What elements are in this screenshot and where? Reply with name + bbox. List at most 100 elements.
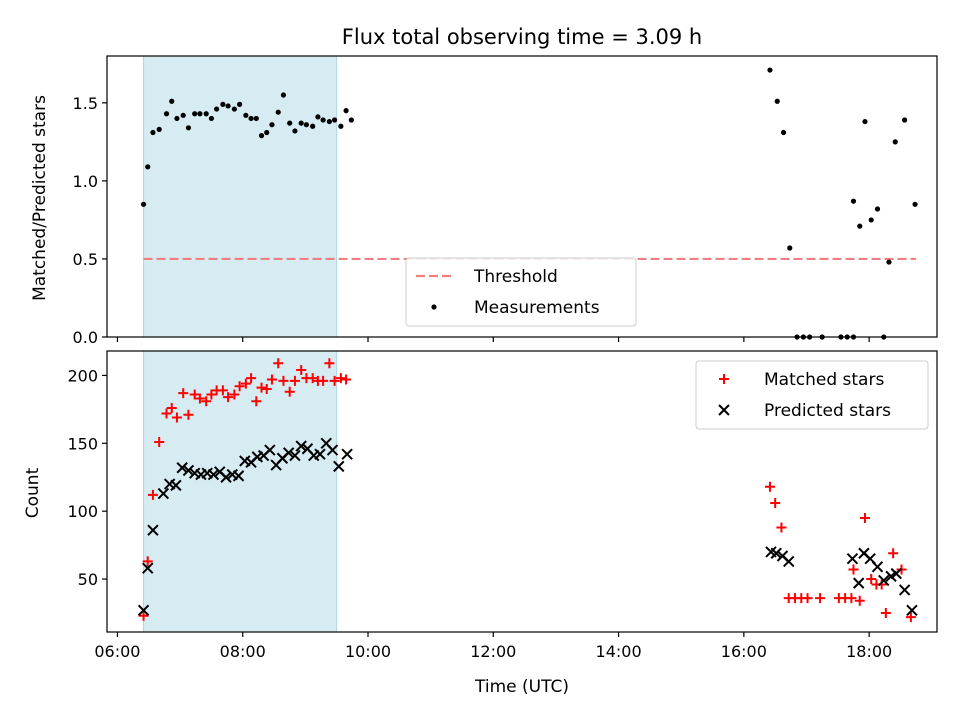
- measurement-point: [220, 101, 226, 107]
- matched-star-point: [318, 375, 329, 386]
- measurement-point: [780, 129, 787, 136]
- matched-star-point: [261, 384, 272, 395]
- measurement-point: [140, 201, 147, 207]
- measurement-point: [145, 164, 151, 170]
- y-tick-label: 0.5: [73, 250, 98, 269]
- matched-star-point: [183, 409, 194, 420]
- matched-star-point: [201, 396, 212, 407]
- measurement-point: [874, 206, 881, 212]
- measurement-point: [156, 126, 162, 132]
- predicted-star-point: [783, 555, 795, 568]
- predicted-star-point: [264, 444, 276, 456]
- measurement-point: [253, 115, 259, 122]
- matched-star-point: [859, 512, 870, 523]
- measurement-point: [225, 103, 231, 109]
- measurement-point: [231, 106, 237, 112]
- matched-star-point: [251, 396, 262, 407]
- predicted-star-point: [232, 470, 245, 482]
- measurement-point: [862, 118, 868, 125]
- measurement-point: [197, 111, 203, 117]
- predicted-star-point: [176, 462, 188, 474]
- legend-entry-label: Matched stars: [764, 370, 884, 390]
- matched-star-point: [206, 389, 217, 400]
- matched-star-point: [764, 481, 775, 492]
- y-tick-label: 200: [67, 366, 98, 385]
- x-tick-label: 16:00: [721, 642, 767, 661]
- measurement-point: [850, 198, 857, 204]
- measurement-point: [303, 122, 310, 128]
- top-panel: Matched/Predicted stars 0.0 0.5 1.0 1.5 Thre…: [30, 55, 938, 347]
- matched-star-point: [888, 548, 899, 559]
- legend-entry-label: Predicted stars: [764, 401, 891, 421]
- x-tick-label: 18:00: [846, 642, 892, 661]
- measurement-point: [275, 109, 281, 115]
- matched-star-point: [848, 564, 859, 575]
- legend-entry-label: Measurements: [474, 298, 600, 318]
- measurement-point: [912, 201, 918, 207]
- measurement-point: [787, 245, 793, 251]
- matched-star-point: [846, 593, 857, 604]
- matched-star-point: [194, 393, 205, 404]
- measurement-point: [185, 125, 192, 131]
- predicted-star-point: [770, 547, 782, 559]
- matched-star-point: [905, 612, 916, 623]
- legend-entry-label: Threshold: [473, 267, 558, 287]
- measurement-point: [169, 98, 175, 104]
- measurement-point: [315, 114, 321, 120]
- matched-star-point: [324, 358, 335, 369]
- matched-star-point: [776, 522, 787, 533]
- y-tick-label: 150: [67, 434, 98, 453]
- y-tick-label: 0.0: [73, 328, 98, 347]
- matched-star-point: [284, 386, 295, 397]
- matched-star-point: [307, 373, 318, 384]
- measurement-point: [258, 133, 265, 139]
- measurement-point: [208, 115, 215, 122]
- figure-title: Flux total observing time = 3.09 h: [342, 25, 702, 49]
- predicted-star-point: [314, 448, 326, 460]
- matched-star-point: [229, 389, 240, 400]
- legend-matched-swatch: [719, 374, 729, 384]
- measurement-point: [331, 117, 338, 123]
- predicted-star-point: [295, 440, 307, 452]
- measurement-point: [348, 117, 354, 123]
- measurement-point: [868, 217, 874, 223]
- x-tick-label: 06:00: [94, 642, 140, 661]
- measurement-point: [767, 67, 773, 73]
- matched-star-point: [335, 373, 346, 384]
- predicted-star-point: [878, 574, 890, 587]
- predicted-star-point: [871, 561, 884, 573]
- predicted-star-point: [220, 471, 232, 483]
- bottom-y-axis-label: Count: [23, 467, 43, 518]
- matched-star-point: [854, 595, 865, 606]
- matched-star-point: [256, 382, 267, 393]
- matched-star-point: [341, 374, 352, 385]
- matched-star-point: [815, 593, 826, 604]
- predicted-star-point: [147, 524, 159, 536]
- matched-star-point: [770, 498, 781, 509]
- measurement-point: [214, 106, 220, 112]
- matched-star-point: [278, 375, 289, 386]
- measurement-point: [886, 259, 892, 265]
- y-tick-label: 100: [67, 502, 98, 521]
- measurement-point: [280, 92, 287, 98]
- matched-star-point: [138, 610, 149, 621]
- predicted-star-point: [852, 577, 865, 589]
- matched-star-point: [171, 412, 182, 423]
- matched-star-point: [178, 388, 189, 399]
- matched-star-point: [161, 408, 172, 419]
- measurement-point: [243, 112, 249, 118]
- measurement-point: [892, 139, 898, 145]
- predicted-star-point: [326, 444, 339, 456]
- y-tick-label: 1.5: [73, 94, 98, 113]
- predicted-star-point: [207, 468, 220, 481]
- measurement-point: [857, 223, 863, 229]
- measurement-point: [264, 129, 270, 136]
- measurement-point: [320, 117, 326, 123]
- measurement-point: [343, 108, 349, 114]
- matched-star-point: [217, 385, 228, 396]
- predicted-star-point: [137, 604, 150, 616]
- bottom-panel: Count 50 100 150 200 06:00 08:00 10:00 12:00 14:…: [23, 350, 938, 661]
- matched-star-point: [246, 373, 257, 384]
- matched-star-point: [223, 392, 234, 403]
